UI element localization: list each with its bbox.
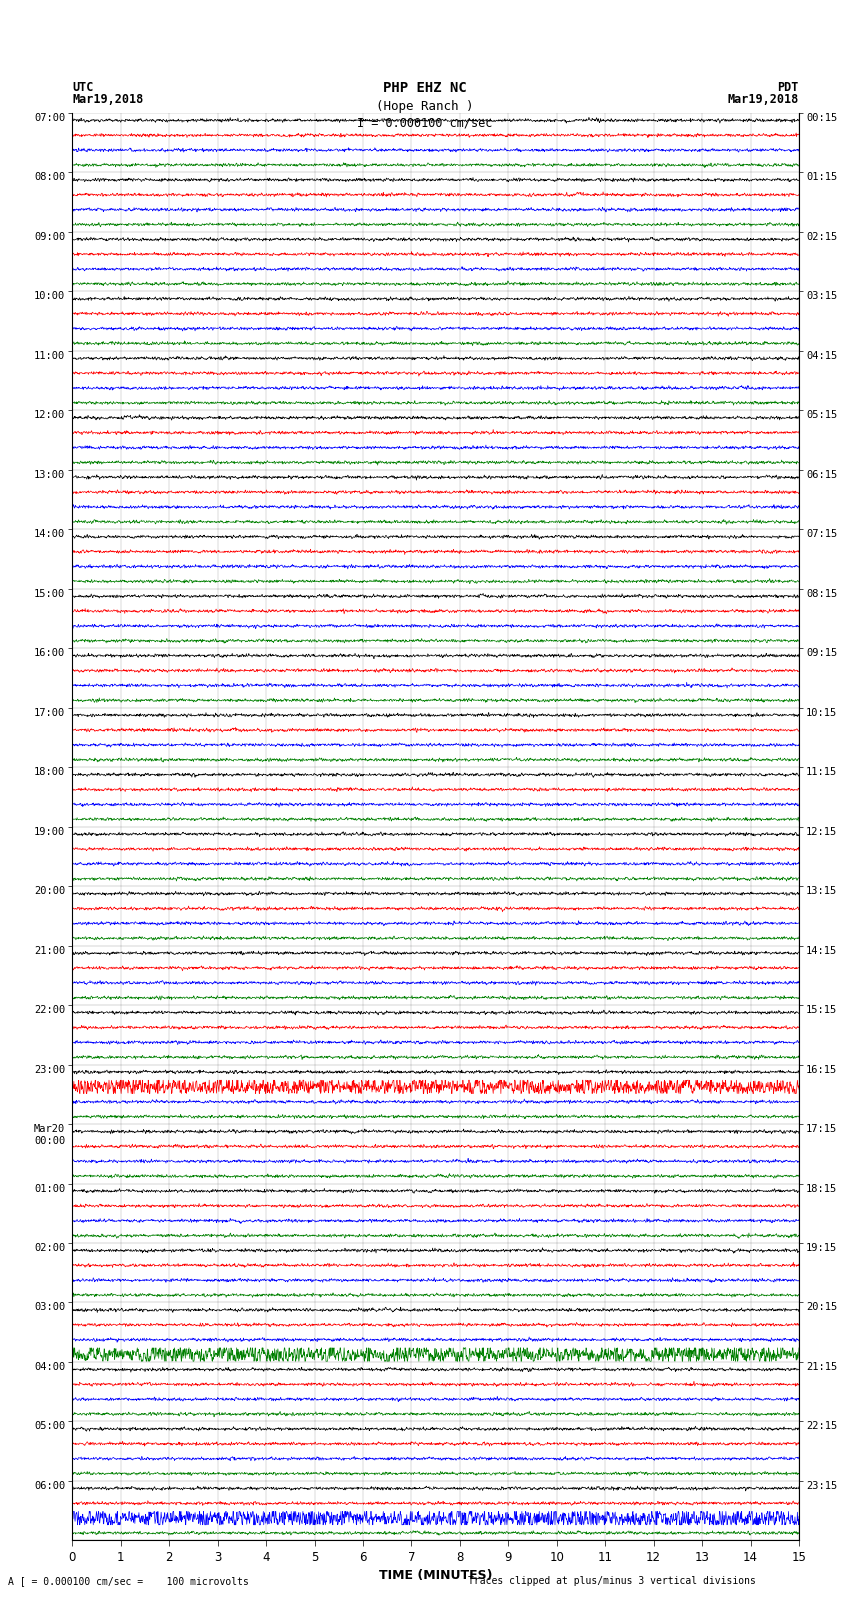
Text: UTC: UTC [72,81,94,94]
Text: (Hope Ranch ): (Hope Ranch ) [377,100,473,113]
Text: Mar19,2018: Mar19,2018 [72,94,144,106]
Text: Traces clipped at plus/minus 3 vertical divisions: Traces clipped at plus/minus 3 vertical … [468,1576,756,1586]
Text: Mar19,2018: Mar19,2018 [728,94,799,106]
Text: I = 0.000100 cm/sec: I = 0.000100 cm/sec [357,116,493,129]
Text: PHP EHZ NC: PHP EHZ NC [383,81,467,95]
Text: PDT: PDT [778,81,799,94]
Text: A [ = 0.000100 cm/sec =    100 microvolts: A [ = 0.000100 cm/sec = 100 microvolts [8,1576,249,1586]
X-axis label: TIME (MINUTES): TIME (MINUTES) [379,1569,492,1582]
